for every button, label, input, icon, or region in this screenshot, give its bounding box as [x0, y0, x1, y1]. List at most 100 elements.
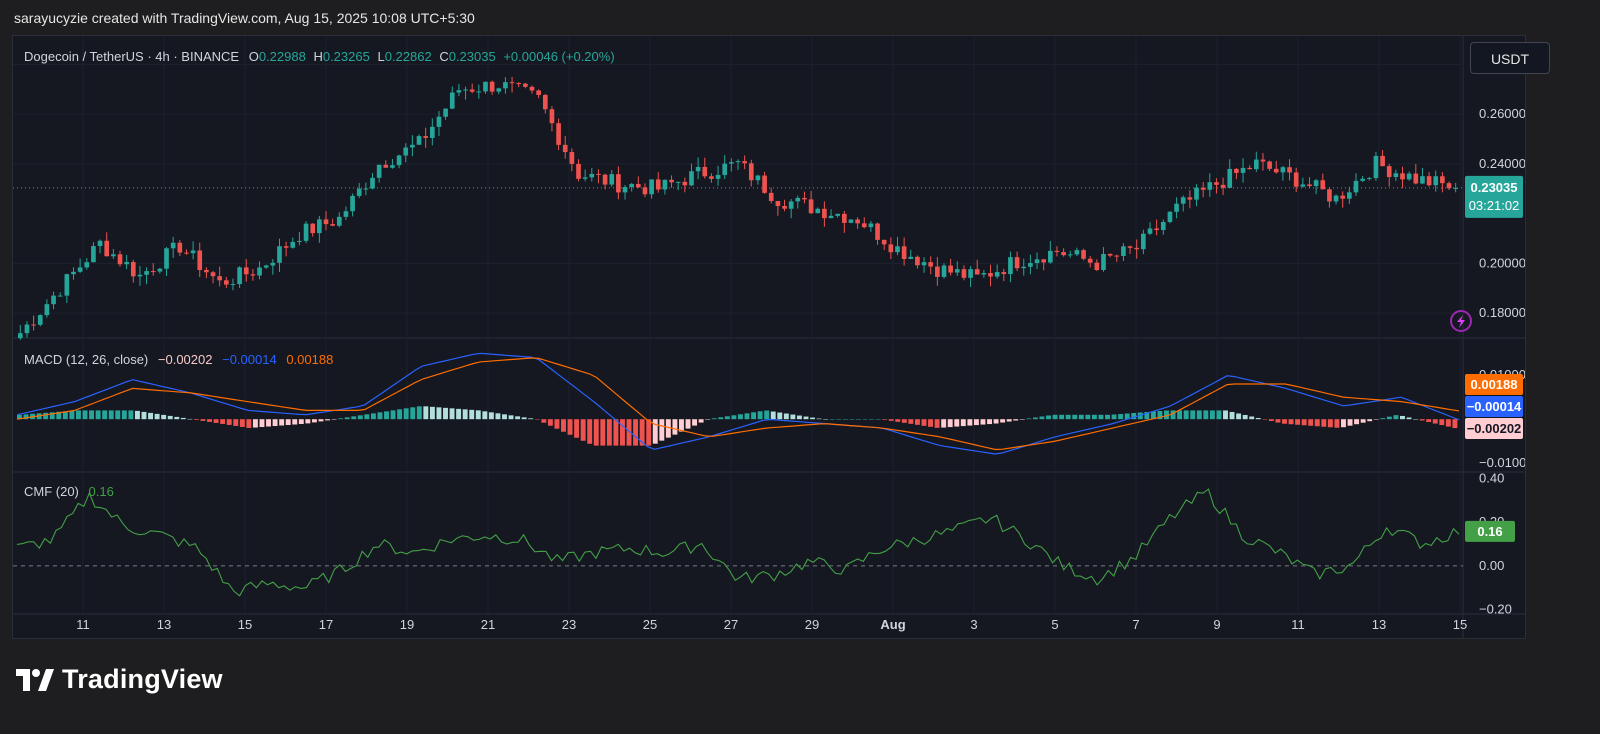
macd-histogram-bar [469, 409, 475, 420]
candle-body [1067, 254, 1073, 256]
macd-histogram-bar [89, 410, 95, 420]
macd-histogram-bar [1019, 419, 1025, 420]
macd-histogram-bar [508, 415, 514, 420]
macd-histogram-bar [600, 419, 606, 446]
macd-histogram-bar [980, 419, 986, 425]
macd-histogram-bar [403, 408, 409, 420]
candle-body [1360, 178, 1365, 181]
candle-body [562, 144, 568, 153]
macd-histogram-bar [738, 414, 743, 420]
candle-body [283, 246, 289, 248]
chart-canvas[interactable]: 11131517192123252729Aug35791113150.28000… [13, 36, 1525, 638]
macd-histogram-bar [639, 419, 645, 446]
macd-histogram-bar [567, 419, 573, 435]
candle-body [762, 175, 767, 193]
candle-body [815, 208, 821, 214]
candle-body [841, 213, 847, 223]
currency-button[interactable]: USDT [1470, 42, 1550, 74]
close-label: C [439, 49, 449, 64]
macd-histogram-bar [272, 419, 278, 427]
macd-histogram-bar [134, 410, 140, 420]
candle-body [642, 187, 648, 195]
macd-histogram-bar [1183, 410, 1189, 420]
macd-histogram-bar [1393, 415, 1399, 420]
macd-histogram-bar [665, 419, 671, 438]
candle-body [117, 254, 123, 265]
macd-histogram-bar [1452, 419, 1458, 429]
macd-histogram-bar [711, 418, 717, 420]
macd-histogram-bar [816, 418, 822, 420]
macd-histogram-bar [390, 410, 396, 420]
macd-histogram-bar [1354, 419, 1360, 425]
symbol-title: Dogecoin / TetherUS · 4h · BINANCE [24, 49, 240, 64]
macd-histogram-bar [973, 419, 979, 426]
macd-histogram-bar [344, 417, 350, 420]
candle-body [569, 152, 575, 164]
candle-body [1041, 259, 1047, 263]
candle-body [230, 284, 236, 286]
macd-histogram-bar [1229, 411, 1235, 420]
macd-histogram-bar [724, 416, 730, 420]
macd-histogram-bar [855, 419, 861, 420]
macd-histogram-bar [82, 410, 88, 420]
macd-histogram-bar [718, 417, 724, 420]
chart-frame[interactable]: 11131517192123252729Aug35791113150.28000… [12, 35, 1526, 639]
macd-histogram-bar [115, 410, 121, 420]
candle-body [596, 173, 601, 175]
macd-histogram-bar [1170, 410, 1176, 420]
candle-body [137, 274, 143, 277]
macd-histogram-bar [777, 412, 783, 420]
macd-histogram-bar [311, 419, 317, 423]
macd-histogram-bar [423, 406, 429, 420]
macd-histogram-bar [357, 415, 363, 420]
macd-histogram-bar [351, 416, 357, 420]
candle-body [835, 213, 841, 216]
macd-histogram-bar [1288, 419, 1294, 425]
cmf-legend[interactable]: CMF (20) 0.16 [24, 484, 114, 499]
macd-legend[interactable]: MACD (12, 26, close) −0.00202 −0.00014 0… [24, 352, 333, 367]
candle-body [144, 271, 149, 275]
macd-histogram-bar [534, 419, 540, 420]
time-axis-label: 21 [481, 617, 495, 632]
lightning-icon[interactable] [1450, 310, 1472, 332]
candle-body [410, 144, 415, 148]
macd-histogram-bar [901, 419, 907, 423]
close-value: 0.23035 [448, 49, 496, 64]
candle-body [954, 269, 960, 273]
macd-histogram-bar [685, 419, 691, 429]
symbol-legend[interactable]: Dogecoin / TetherUS · 4h · BINANCE O0.22… [24, 49, 615, 64]
candle-body [277, 246, 282, 263]
candle-body [1280, 167, 1286, 173]
candle-body [1147, 228, 1153, 234]
candle-body [164, 248, 169, 269]
macd-histogram-bar [836, 419, 842, 420]
macd-signal-tag-value: 0.00188 [1471, 377, 1518, 392]
candle-body [57, 295, 63, 297]
candle-body [483, 81, 488, 92]
candle-body [403, 147, 409, 156]
macd-histogram-bar [325, 419, 330, 421]
macd-histogram-bar [167, 415, 173, 420]
macd-histogram-bar [921, 419, 927, 426]
macd-histogram-bar [62, 411, 68, 420]
candle-body [1300, 184, 1306, 187]
macd-histogram-bar [613, 419, 619, 446]
candle-body [104, 240, 110, 257]
macd-histogram-bar [1196, 410, 1202, 420]
candle-body [1273, 168, 1279, 173]
macd-hist-value: −0.00202 [157, 352, 213, 367]
candle-body [1406, 173, 1412, 180]
cmf-tag-value: 0.16 [1477, 524, 1502, 539]
tradingview-logo[interactable]: TradingView [16, 664, 223, 695]
macd-histogram-bar [1000, 419, 1006, 423]
candle-body [748, 163, 754, 181]
candle-body [310, 223, 316, 234]
macd-histogram-bar [95, 410, 101, 420]
price-axis-tick: 0.24000 [1479, 156, 1525, 171]
macd-histogram-bar [1380, 418, 1386, 420]
candle-body [91, 246, 96, 263]
candle-body [1194, 187, 1199, 200]
candle-body [71, 271, 76, 275]
macd-histogram-bar [1255, 417, 1261, 420]
